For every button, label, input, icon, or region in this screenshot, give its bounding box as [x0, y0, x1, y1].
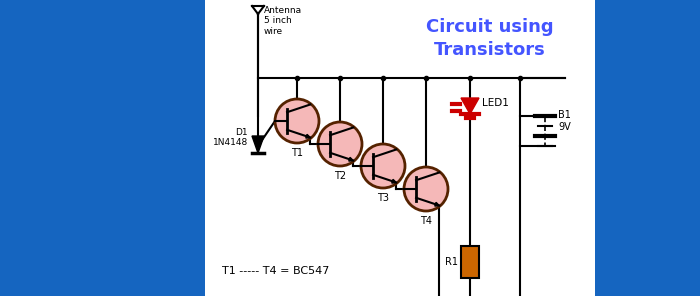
- Text: Antenna
5 inch
wire: Antenna 5 inch wire: [264, 6, 302, 36]
- Text: R1: R1: [445, 257, 458, 267]
- Polygon shape: [349, 157, 354, 161]
- Text: D1
1N4148: D1 1N4148: [213, 128, 248, 147]
- Polygon shape: [435, 202, 439, 206]
- Text: LED1: LED1: [482, 98, 509, 108]
- Bar: [205, 0, 595, 296]
- Polygon shape: [306, 134, 310, 138]
- Text: T2: T2: [334, 171, 346, 181]
- Circle shape: [404, 167, 448, 211]
- Text: T1 ----- T4 = BC547: T1 ----- T4 = BC547: [222, 266, 330, 276]
- Polygon shape: [252, 136, 264, 153]
- Circle shape: [318, 122, 362, 166]
- Polygon shape: [392, 179, 396, 183]
- Bar: [461, 246, 479, 278]
- Text: T4: T4: [420, 216, 432, 226]
- Polygon shape: [461, 98, 479, 114]
- Text: Transistors: Transistors: [434, 41, 546, 59]
- Text: T1: T1: [291, 148, 303, 158]
- Text: T3: T3: [377, 193, 389, 203]
- Text: B1
9V: B1 9V: [558, 110, 571, 132]
- Circle shape: [361, 144, 405, 188]
- Circle shape: [275, 99, 319, 143]
- Text: Circuit using: Circuit using: [426, 18, 554, 36]
